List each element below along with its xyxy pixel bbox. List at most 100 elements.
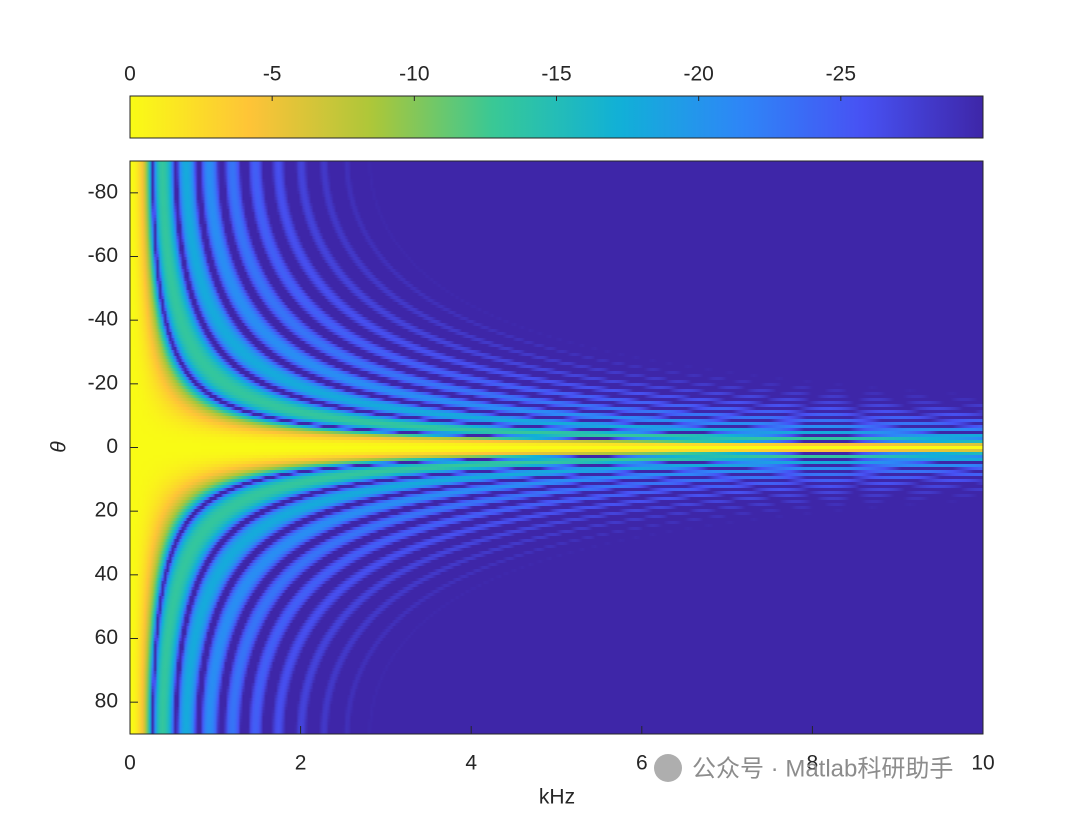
heatmap-row: [130, 386, 983, 390]
heatmap-row: [130, 185, 983, 189]
heatmap-row: [130, 260, 983, 264]
y-tick-label: 40: [95, 562, 118, 585]
heatmap-row: [130, 635, 983, 639]
heatmap-row: [130, 656, 983, 660]
heatmap-row: [130, 617, 983, 621]
heatmap-row: [130, 566, 983, 570]
heatmap-row: [130, 179, 983, 183]
heatmap-row: [130, 467, 983, 471]
heatmap-row: [130, 308, 983, 312]
x-tick-label: 8: [807, 752, 819, 775]
heatmap-row: [130, 488, 983, 492]
heatmap-row: [130, 701, 983, 705]
heatmap-row: [130, 533, 983, 537]
heatmap-row: [130, 338, 983, 342]
heatmap-row: [130, 230, 983, 234]
heatmap-row: [130, 572, 983, 576]
heatmap-row: [130, 602, 983, 606]
heatmap-row: [130, 614, 983, 618]
heatmap-row: [130, 311, 983, 315]
heatmap-row: [130, 578, 983, 582]
heatmap-row: [130, 290, 983, 294]
x-tick-label: 4: [465, 752, 477, 775]
heatmap-row: [130, 455, 983, 459]
heatmap-row: [130, 446, 983, 450]
x-tick-label: 6: [636, 752, 648, 775]
heatmap-row: [130, 272, 983, 276]
heatmap-row: [130, 392, 983, 396]
heatmap-row: [130, 431, 983, 435]
x-tick-label: 2: [295, 752, 307, 775]
watermark-text: 公众号 · Matlab科研助手: [692, 755, 953, 782]
heatmap-row: [130, 677, 983, 681]
heatmap-row: [130, 296, 983, 300]
heatmap-row: [130, 266, 983, 270]
heatmap-row: [130, 377, 983, 381]
heatmap-row: [130, 278, 983, 282]
heatmap-row: [130, 584, 983, 588]
heatmap-row: [130, 590, 983, 594]
heatmap-row: [130, 725, 983, 729]
heatmap-row: [130, 707, 983, 711]
heatmap-row: [130, 191, 983, 195]
heatmap-row: [130, 581, 983, 585]
heatmap-row: [130, 518, 983, 522]
y-axis-label: θ: [48, 441, 71, 453]
heatmap-row: [130, 662, 983, 666]
heatmap-row: [130, 332, 983, 336]
heatmap-row: [130, 605, 983, 609]
heatmap-row: [130, 215, 983, 219]
heatmap-row: [130, 200, 983, 204]
heatmap-row: [130, 551, 983, 555]
heatmap-row: [130, 515, 983, 519]
heatmap-row: [130, 257, 983, 261]
y-tick-label: 0: [106, 435, 118, 458]
heatmap-row: [130, 314, 983, 318]
heatmap-row: [130, 251, 983, 255]
heatmap-row: [130, 563, 983, 567]
heatmap-row: [130, 509, 983, 513]
colorbar-tick-label: -5: [263, 63, 282, 86]
heatmap-row: [130, 239, 983, 243]
heatmap-row: [130, 161, 983, 165]
heatmap-row: [130, 692, 983, 696]
heatmap-row: [130, 665, 983, 669]
x-tick-label: 0: [124, 752, 136, 775]
heatmap-row: [130, 410, 983, 414]
heatmap-row: [130, 587, 983, 591]
y-tick-label: 80: [95, 690, 118, 713]
heatmap-row: [130, 695, 983, 699]
heatmap-row: [130, 650, 983, 654]
heatmap-row: [130, 638, 983, 642]
heatmap-row: [130, 674, 983, 678]
heatmap-row: [130, 716, 983, 720]
heatmap-row: [130, 323, 983, 327]
heatmap-row: [130, 182, 983, 186]
heatmap-row: [130, 329, 983, 333]
heatmap-row: [130, 299, 983, 303]
axes: 0 -5 -10 -15 -20 -25 0 2 4 6 8 10 -80 -60 -40 -20 0 20 40 6…: [88, 63, 995, 775]
heatmap-row: [130, 536, 983, 540]
heatmap-row: [130, 203, 983, 207]
heatmap-row: [130, 497, 983, 501]
heatmap-row: [130, 218, 983, 222]
heatmap-row: [130, 554, 983, 558]
heatmap-row: [130, 383, 983, 387]
colorbar-tick-label: -15: [541, 63, 571, 86]
heatmap-row: [130, 242, 983, 246]
heatmap-row: [130, 440, 983, 444]
heatmap-row: [130, 164, 983, 168]
heatmap-row: [130, 416, 983, 420]
heatmap-row: [130, 506, 983, 510]
heatmap-row: [130, 233, 983, 237]
heatmap-row: [130, 641, 983, 645]
heatmap-row: [130, 476, 983, 480]
heatmap-row: [130, 275, 983, 279]
heatmap-row: [130, 539, 983, 543]
heatmap-row: [130, 713, 983, 717]
heatmap: [130, 161, 983, 735]
colorbar-tick-label: -10: [399, 63, 429, 86]
heatmap-row: [130, 344, 983, 348]
heatmap-row: [130, 557, 983, 561]
